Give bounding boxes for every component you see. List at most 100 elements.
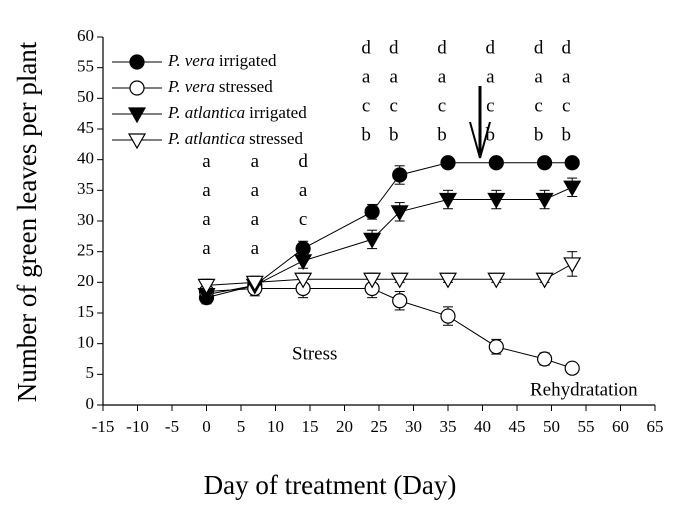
stress-label: Stress — [292, 343, 337, 364]
x-tick-label: -15 — [92, 417, 115, 436]
legend-label: P. atlantica irrigated — [167, 103, 307, 122]
significance-letter: d — [561, 38, 571, 59]
significance-letter: b — [561, 125, 571, 146]
marker — [488, 155, 504, 171]
marker — [390, 205, 409, 222]
significance-letter: b — [486, 125, 496, 146]
significance-letter: d — [534, 38, 544, 59]
marker — [363, 232, 382, 249]
significance-letter: a — [251, 180, 260, 201]
legend-species: P. vera — [167, 51, 215, 70]
significance-letter: a — [251, 151, 260, 172]
legend-marker — [127, 133, 147, 150]
legend-item: P. vera irrigated — [112, 51, 277, 70]
x-tick-label: 25 — [371, 417, 388, 436]
x-tick-label: 50 — [543, 417, 560, 436]
marker — [364, 204, 380, 220]
significance-letter: b — [534, 125, 544, 146]
x-tick-label: 15 — [302, 417, 319, 436]
significance-letter: a — [251, 209, 260, 230]
legend-treatment: stressed — [219, 77, 273, 96]
marker — [294, 272, 313, 289]
legend-label: P. atlantica stressed — [167, 129, 303, 148]
x-tick-label: 45 — [509, 417, 526, 436]
significance-letter: a — [299, 238, 308, 259]
significance-letter: b — [389, 125, 399, 146]
rehydration-label: Rehydratation — [530, 379, 638, 400]
significance-letter: d — [298, 151, 308, 172]
legend-species: P. vera — [167, 77, 215, 96]
marker — [536, 155, 553, 171]
y-tick-label: 5 — [86, 363, 95, 382]
marker — [563, 180, 582, 197]
y-tick-label: 60 — [77, 26, 94, 45]
x-tick-label: 10 — [267, 417, 284, 436]
significance-letter: c — [299, 209, 307, 230]
marker — [488, 339, 504, 355]
marker — [535, 192, 554, 209]
significance-letter: a — [251, 238, 260, 259]
significance-letter: a — [202, 238, 211, 259]
legend-item: P. atlantica irrigated — [112, 103, 307, 122]
legend-marker — [127, 107, 147, 124]
y-tick-label: 15 — [77, 302, 94, 321]
significance-letter: a — [202, 151, 211, 172]
legend-treatment: irrigated — [249, 103, 307, 122]
significance-letter: a — [534, 67, 543, 88]
legend-marker — [129, 54, 145, 70]
significance-letter: a — [562, 67, 571, 88]
y-tick-label: 50 — [77, 87, 94, 106]
marker — [536, 351, 553, 367]
x-tick-label: -10 — [126, 417, 149, 436]
y-tick-label: 40 — [77, 149, 94, 168]
y-tick-label: 10 — [77, 333, 94, 352]
significance-letter: c — [389, 96, 397, 117]
marker — [392, 167, 408, 183]
legend-marker — [129, 80, 145, 96]
marker — [245, 275, 264, 292]
y-tick-label: 35 — [77, 179, 94, 198]
legend-species: P. atlantica — [167, 129, 245, 148]
x-tick-label: 5 — [237, 417, 246, 436]
x-tick-label: 60 — [612, 417, 629, 436]
y-tick-label: 45 — [77, 118, 94, 137]
x-tick-label: 55 — [578, 417, 595, 436]
significance-letter: d — [486, 38, 496, 59]
x-tick-label: 40 — [474, 417, 491, 436]
significance-letter: c — [534, 96, 542, 117]
marker — [197, 278, 216, 295]
significance-letter: a — [438, 67, 447, 88]
marker — [564, 360, 580, 376]
y-tick-label: 25 — [77, 241, 94, 260]
marker — [438, 192, 458, 209]
legend-species: P. atlantica — [167, 103, 245, 122]
marker — [487, 272, 506, 289]
x-tick-label: 20 — [336, 417, 353, 436]
significance-letter: d — [389, 38, 399, 59]
significance-letter: a — [299, 180, 308, 201]
significance-letter: b — [361, 125, 371, 146]
x-tick-label: 30 — [405, 417, 422, 436]
y-axis-title: Number of green leaves per plant — [12, 41, 42, 402]
series-line — [206, 287, 573, 369]
significance-letter: c — [486, 96, 494, 117]
marker — [440, 155, 456, 171]
x-tick-label: -5 — [165, 417, 179, 436]
legend-label: P. vera stressed — [167, 77, 273, 96]
legend-treatment: stressed — [249, 129, 303, 148]
legend-item: P. atlantica stressed — [112, 129, 303, 148]
marker — [438, 272, 458, 289]
y-tick-label: 30 — [77, 210, 94, 229]
marker — [564, 155, 580, 171]
marker — [294, 254, 313, 271]
significance-letter: a — [202, 209, 211, 230]
y-tick-label: 55 — [77, 57, 94, 76]
y-tick-label: 0 — [86, 394, 95, 413]
significance-letter: a — [486, 67, 495, 88]
marker — [363, 272, 382, 289]
marker — [392, 293, 408, 309]
significance-letter: d — [437, 38, 447, 59]
significance-letter: c — [562, 96, 570, 117]
marker — [390, 272, 409, 289]
